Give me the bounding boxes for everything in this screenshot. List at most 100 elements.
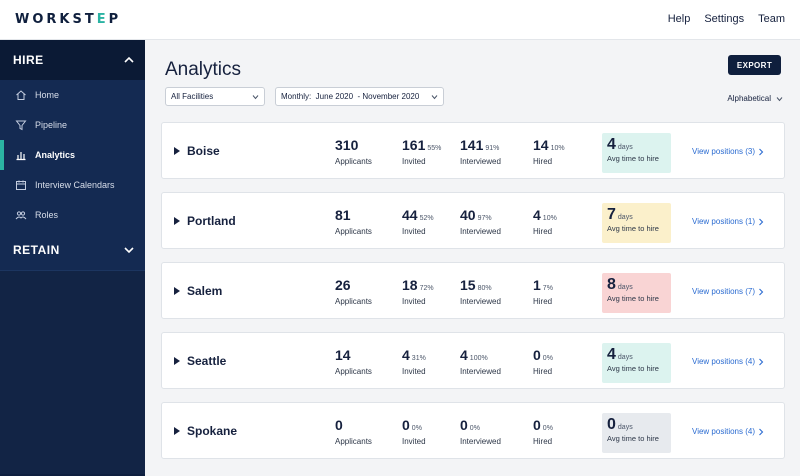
applicants-label: Applicants (335, 227, 372, 236)
invited-label: Invited (402, 157, 426, 166)
export-button[interactable]: EXPORT (728, 55, 781, 75)
settings-link[interactable]: Settings (704, 13, 745, 25)
avg-days-unit: days (617, 284, 633, 291)
hired-count: 0 (533, 417, 541, 433)
interviewed-percent: 80% (477, 285, 492, 292)
applicants-label: Applicants (335, 367, 372, 376)
view-positions-label: View positions (4) (692, 357, 755, 366)
workstep-logo[interactable]: WORKSTEP (15, 12, 121, 27)
facility-name: Portland (187, 214, 236, 228)
expand-triangle-icon[interactable] (174, 357, 180, 365)
sidebar: HIRE Home Pipeline Analytics Interview C… (0, 40, 145, 476)
help-link[interactable]: Help (667, 13, 691, 25)
hired-metric: 0 0% Hired (533, 417, 553, 446)
sidebar-section-hire[interactable]: HIRE (0, 40, 145, 80)
hired-percent: 10% (550, 145, 565, 152)
applicants-count: 81 (335, 207, 351, 223)
top-nav: Help Settings Team (668, 13, 785, 25)
hired-label: Hired (533, 227, 553, 236)
avg-time-label: Avg time to hire (607, 294, 659, 303)
applicants-metric: 310 Applicants (335, 137, 372, 166)
invited-count: 44 (402, 207, 418, 223)
sidebar-item-pipeline[interactable]: Pipeline (0, 110, 145, 140)
facility-card: Portland 81 Applicants 44 52% Invited 40 9… (161, 192, 785, 249)
interviewed-count: 141 (460, 137, 484, 153)
avg-days-unit: days (617, 214, 633, 221)
view-positions-link[interactable]: View positions (3) (692, 147, 764, 156)
interviewed-label: Interviewed (460, 437, 501, 446)
facility-filter-select[interactable]: All Facilities (165, 87, 265, 106)
avg-time-to-hire-badge: 7 days Avg time to hire (602, 203, 671, 243)
avg-time-to-hire-badge: 0 days Avg time to hire (602, 413, 671, 453)
avg-days-value: 7 (607, 206, 616, 223)
sidebar-item-roles[interactable]: Roles (0, 200, 145, 230)
hired-percent: 0% (542, 355, 553, 362)
applicants-metric: 14 Applicants (335, 347, 372, 376)
avg-time-label: Avg time to hire (607, 434, 659, 443)
logo-text-accent: E (96, 12, 109, 27)
sidebar-item-home[interactable]: Home (0, 80, 145, 110)
sidebar-section-retain[interactable]: RETAIN (0, 230, 145, 270)
chevron-right-icon (759, 288, 764, 295)
interviewed-metric: 15 80% Interviewed (460, 277, 501, 306)
invited-label: Invited (402, 437, 426, 446)
expand-triangle-icon[interactable] (174, 287, 180, 295)
hired-metric: 14 10% Hired (533, 137, 565, 166)
applicants-count: 0 (335, 417, 343, 433)
interviewed-metric: 0 0% Interviewed (460, 417, 501, 446)
expand-triangle-icon[interactable] (174, 427, 180, 435)
view-positions-label: View positions (4) (692, 427, 755, 436)
sidebar-item-analytics[interactable]: Analytics (0, 140, 145, 170)
avg-days-value: 0 (607, 416, 616, 433)
sidebar-item-interview-calendars[interactable]: Interview Calendars (0, 170, 145, 200)
main-content: Analytics EXPORT All Facilities Monthly:… (145, 40, 800, 476)
hired-percent: 10% (542, 215, 557, 222)
interviewed-metric: 4 100% Interviewed (460, 347, 501, 376)
applicants-label: Applicants (335, 297, 372, 306)
interviewed-percent: 0% (469, 425, 480, 432)
team-link[interactable]: Team (758, 13, 785, 25)
date-range-select[interactable]: Monthly: June 2020 - November 2020 (275, 87, 444, 106)
avg-days-unit: days (617, 354, 633, 361)
invited-metric: 4 31% Invited (402, 347, 426, 376)
hired-count: 4 (533, 207, 541, 223)
avg-days-value: 8 (607, 276, 616, 293)
view-positions-link[interactable]: View positions (4) (692, 357, 764, 366)
applicants-count: 310 (335, 137, 359, 153)
view-positions-link[interactable]: View positions (7) (692, 287, 764, 296)
invited-label: Invited (402, 367, 426, 376)
interviewed-count: 40 (460, 207, 476, 223)
avg-days-value: 4 (607, 136, 616, 153)
avg-time-to-hire-badge: 4 days Avg time to hire (602, 133, 671, 173)
facility-card: Seattle 14 Applicants 4 31% Invited 4 100%… (161, 332, 785, 389)
view-positions-link[interactable]: View positions (1) (692, 217, 764, 226)
sort-value: Alphabetical (727, 94, 771, 103)
facility-card: Salem 26 Applicants 18 72% Invited 15 80% … (161, 262, 785, 319)
interviewed-label: Interviewed (460, 157, 501, 166)
expand-triangle-icon[interactable] (174, 217, 180, 225)
view-positions-link[interactable]: View positions (4) (692, 427, 764, 436)
expand-triangle-icon[interactable] (174, 147, 180, 155)
date-range-value: Monthly: June 2020 - November 2020 (281, 92, 420, 101)
interviewed-count: 4 (460, 347, 468, 363)
interviewed-label: Interviewed (460, 227, 501, 236)
avg-time-label: Avg time to hire (607, 224, 659, 233)
sort-select[interactable]: Alphabetical (727, 94, 783, 103)
invited-metric: 0 0% Invited (402, 417, 426, 446)
hired-count: 1 (533, 277, 541, 293)
facility-filter-value: All Facilities (171, 92, 214, 101)
chevron-right-icon (759, 218, 764, 225)
chevron-down-icon (252, 95, 259, 100)
chevron-up-icon (124, 56, 134, 63)
applicants-metric: 81 Applicants (335, 207, 372, 236)
hired-metric: 0 0% Hired (533, 347, 553, 376)
chevron-down-icon (776, 96, 783, 101)
facility-name: Seattle (187, 354, 227, 368)
interviewed-percent: 100% (469, 355, 488, 362)
avg-time-label: Avg time to hire (607, 154, 659, 163)
sidebar-item-label: Analytics (35, 150, 76, 160)
hired-metric: 1 7% Hired (533, 277, 553, 306)
applicants-label: Applicants (335, 157, 372, 166)
sidebar-empty-area (0, 270, 145, 474)
hired-label: Hired (533, 367, 553, 376)
